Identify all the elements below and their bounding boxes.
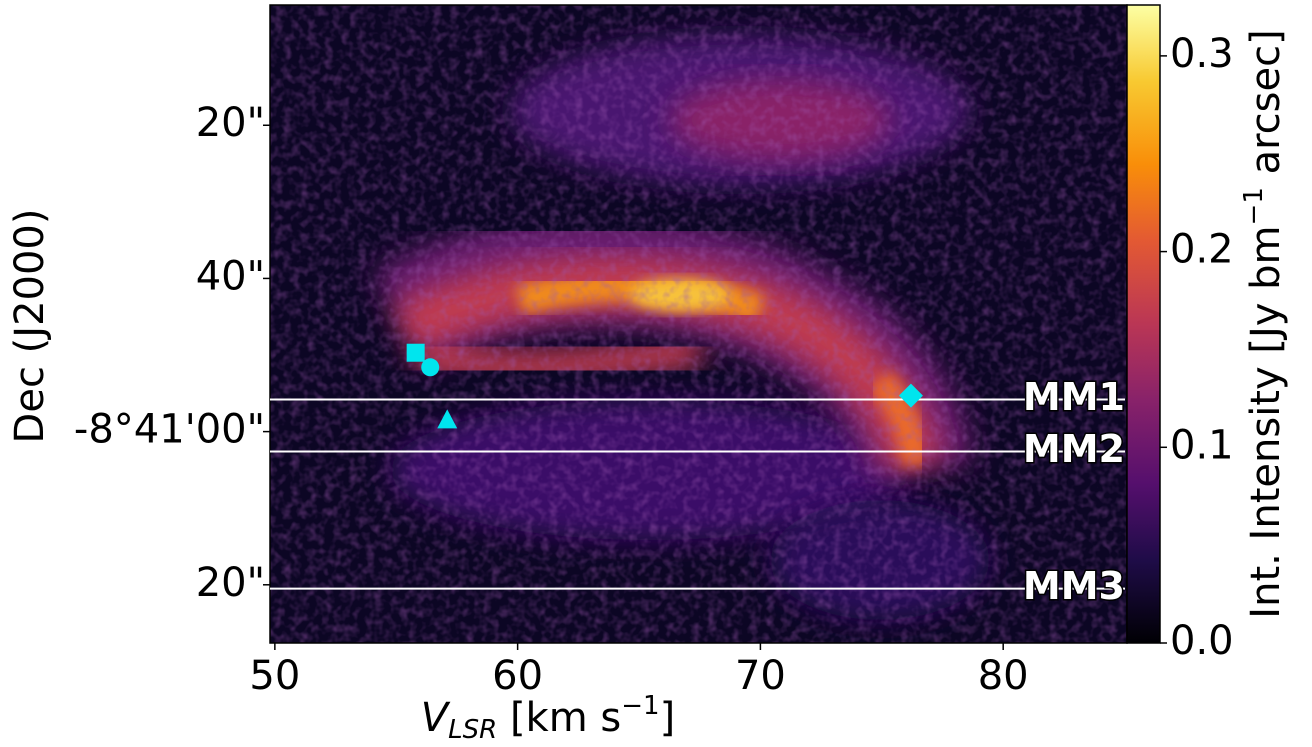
colorbar-tick-label: 0.2 — [1170, 227, 1234, 273]
marker-diamond — [898, 383, 923, 408]
y-tick-label: 20" — [196, 100, 265, 146]
y-axis-label: Dec (J2000) — [7, 209, 53, 444]
marker-triangle — [437, 409, 458, 429]
y-tick-label: 40" — [196, 253, 265, 299]
core-label: MM2 — [1023, 427, 1125, 471]
y-tick-label: -8°41'00" — [74, 407, 265, 453]
x-axis-label: VLSR [km s−1] — [421, 691, 675, 745]
x-tick-label: 70 — [735, 653, 786, 699]
core-label: MM1 — [1023, 375, 1125, 419]
colorbar-label: Int. Intensity [Jy bm−1 arcsec] — [1239, 29, 1290, 618]
colorbar-tick-label: 0.0 — [1170, 618, 1234, 664]
core-label: MM3 — [1023, 564, 1125, 608]
marker-square — [406, 343, 425, 362]
y-tick-label: 20" — [196, 560, 265, 606]
marker-circle — [421, 358, 440, 377]
colorbar — [1126, 4, 1161, 644]
x-tick-label: 80 — [978, 653, 1029, 699]
intensity-image — [270, 5, 1127, 643]
x-tick-label: 50 — [249, 653, 300, 699]
colorbar-tick-label: 0.3 — [1170, 31, 1234, 77]
colorbar-tick-label: 0.1 — [1170, 422, 1234, 468]
x-tick-label: 60 — [492, 653, 543, 699]
